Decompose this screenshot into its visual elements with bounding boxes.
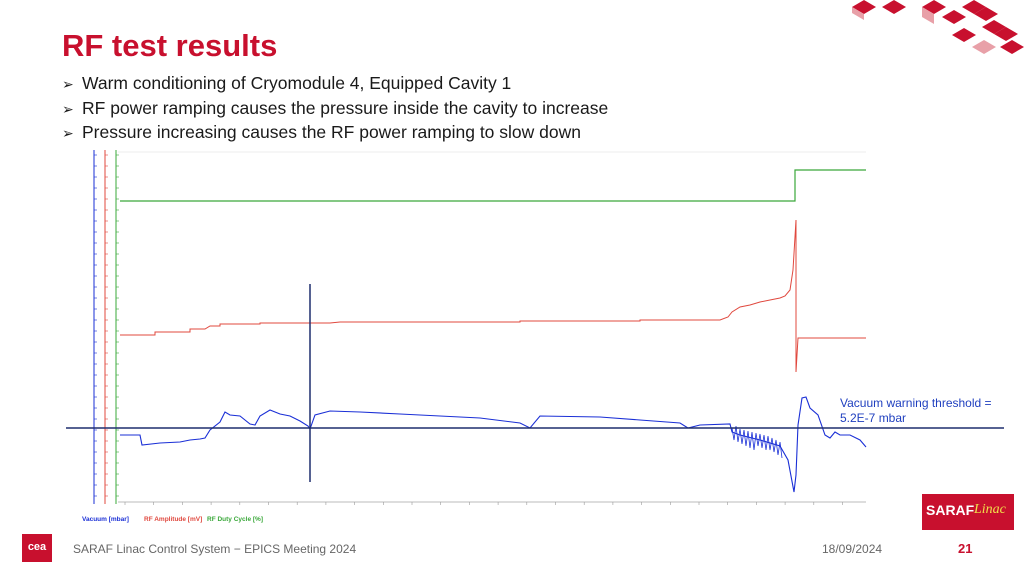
vacuum-noise-band — [731, 425, 783, 459]
bullet-text: RF power ramping causes the pressure ins… — [82, 97, 609, 118]
saraf-logo-text: SARAF — [926, 502, 975, 518]
bullet-arrow-icon: ➢ — [62, 100, 74, 117]
legend-rf-amplitude: RF Amplitude [mV] — [144, 516, 202, 523]
bullet-arrow-icon: ➢ — [62, 76, 74, 92]
cea-logo: cea — [22, 534, 52, 562]
legend-vacuum: Vacuum [mbar] — [82, 516, 129, 523]
vacuum-series-line — [120, 396, 867, 493]
bullet-text: Warm conditioning of Cryomodule 4, Equip… — [82, 73, 512, 93]
vacuum-threshold-line — [66, 427, 1004, 429]
bullet-item: ➢ Warm conditioning of Cryomodule 4, Equi… — [62, 72, 608, 97]
bullet-list: ➢ Warm conditioning of Cryomodule 4, Equi… — [62, 72, 608, 146]
axis-strips — [93, 150, 866, 504]
slide-title: RF test results — [62, 28, 278, 63]
legend-rf-duty: RF Duty Cycle [%] — [207, 516, 263, 523]
bullet-item: ➢ RF power ramping causes the pressure in… — [62, 97, 608, 122]
footer-text: SARAF Linac Control System − EPICS Meeti… — [73, 542, 357, 556]
saraf-linac-logo: SARAF Linac — [922, 494, 1014, 530]
linac-logo-text: Linac — [974, 502, 1006, 517]
rf-test-chart: Vacuum [mbar] RF Amplitude [mV] RF Duty … — [82, 150, 867, 523]
threshold-annotation: Vacuum warning threshold = 5.2E-7 mbar — [840, 396, 992, 426]
axis-ticks — [94, 154, 843, 505]
rf-amplitude-series-line — [120, 219, 866, 373]
cube-pattern-decoration — [852, 0, 1024, 54]
rf-duty-series-line — [120, 169, 866, 202]
bullet-text: Pressure increasing causes the RF power … — [82, 122, 581, 142]
bullet-item: ➢ Pressure increasing causes the RF power… — [62, 121, 608, 146]
threshold-annotation-line2: 5.2E-7 mbar — [840, 411, 907, 425]
page-number: 21 — [958, 541, 973, 556]
threshold-annotation-line1: Vacuum warning threshold = — [840, 396, 992, 410]
footer-date: 18/09/2024 — [822, 542, 883, 556]
bullet-arrow-icon: ➢ — [62, 125, 74, 141]
